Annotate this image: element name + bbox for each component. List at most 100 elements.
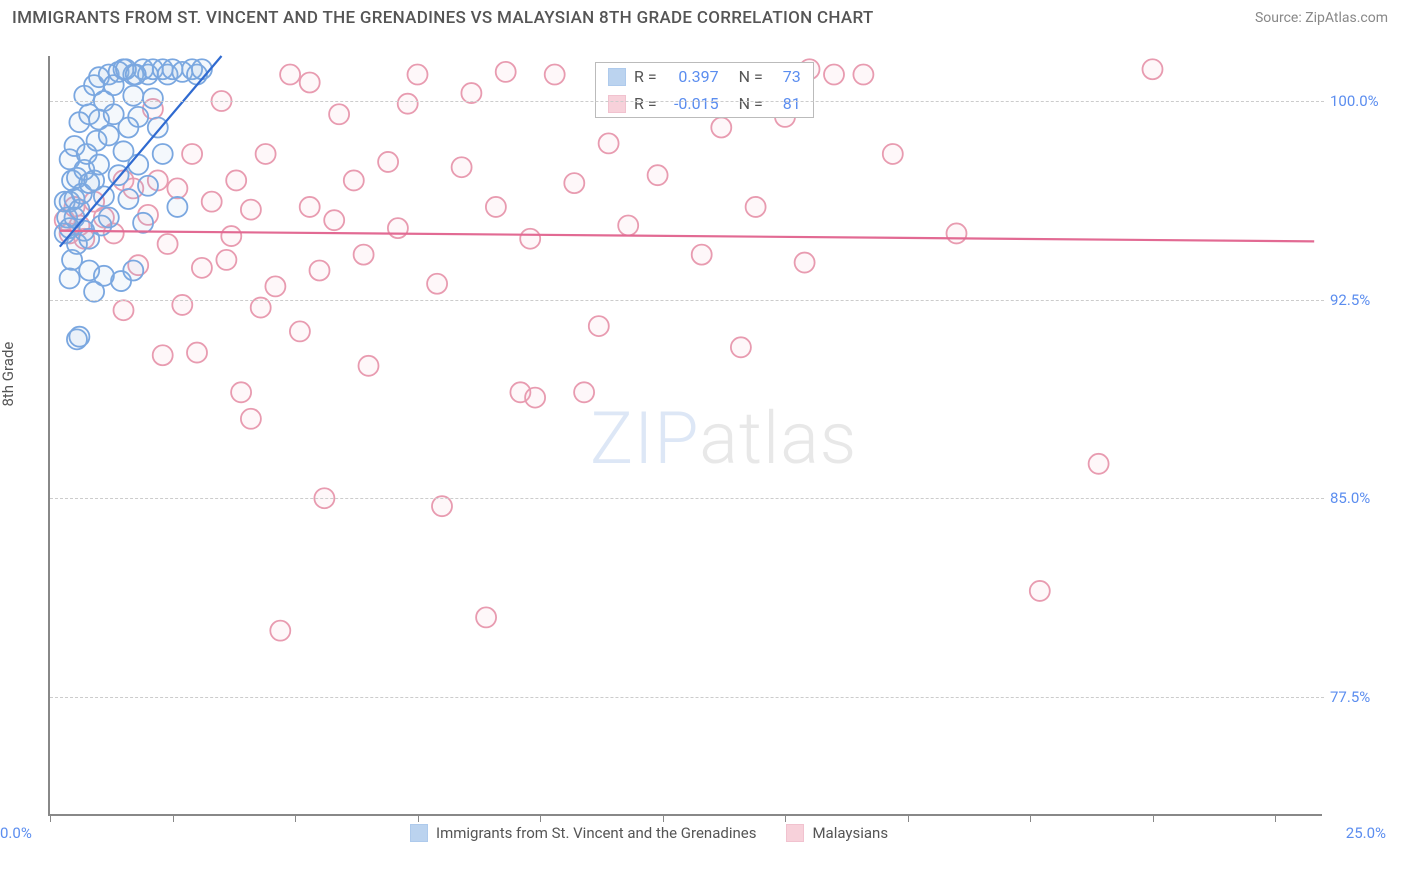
point-pink <box>231 382 251 402</box>
point-pink <box>476 607 496 627</box>
point-blue <box>89 155 109 175</box>
point-pink <box>947 223 967 243</box>
legend-label: Immigrants from St. Vincent and the Gren… <box>436 824 756 842</box>
point-pink <box>731 337 751 357</box>
point-blue <box>123 86 143 106</box>
point-pink <box>648 165 668 185</box>
x-tick <box>908 814 909 822</box>
x-tick <box>173 814 174 822</box>
stat-swatch <box>608 95 626 113</box>
x-tick <box>785 814 786 822</box>
point-pink <box>520 229 540 249</box>
point-pink <box>114 300 134 320</box>
point-blue <box>133 213 153 233</box>
point-blue <box>167 197 187 217</box>
point-pink <box>1089 454 1109 474</box>
point-pink <box>192 258 212 278</box>
point-pink <box>359 356 379 376</box>
x-tick <box>50 814 51 822</box>
x-tick <box>540 814 541 822</box>
stat-n-label: N = <box>739 94 763 113</box>
scatter-svg <box>50 56 1324 816</box>
x-tick <box>1275 814 1276 822</box>
stat-row: R =-0.015N =81 <box>596 90 813 117</box>
plot-region: ZIPatlas R =0.397N =73R =-0.015N =81 <box>48 56 1322 816</box>
point-pink <box>525 388 545 408</box>
point-pink <box>564 173 584 193</box>
point-pink <box>354 245 374 265</box>
point-pink <box>290 321 310 341</box>
point-pink <box>300 197 320 217</box>
x-tick <box>1153 814 1154 822</box>
stats-box: R =0.397N =73R =-0.015N =81 <box>595 62 814 118</box>
point-blue <box>143 88 163 108</box>
x-tick <box>418 814 419 822</box>
point-pink <box>329 104 349 124</box>
chart-area: ZIPatlas R =0.397N =73R =-0.015N =81 77.… <box>48 56 1388 816</box>
point-pink <box>599 133 619 153</box>
point-pink <box>496 62 516 82</box>
point-pink <box>746 197 766 217</box>
stat-r-value: 0.397 <box>665 67 719 86</box>
point-pink <box>256 144 276 164</box>
point-pink <box>265 276 285 296</box>
point-pink <box>216 250 236 270</box>
point-pink <box>226 170 246 190</box>
point-blue <box>60 268 80 288</box>
point-pink <box>795 253 815 273</box>
point-blue <box>153 144 173 164</box>
point-pink <box>167 178 187 198</box>
point-blue <box>99 208 119 228</box>
legend-item: Immigrants from St. Vincent and the Gren… <box>410 824 756 842</box>
gridline <box>50 101 1324 102</box>
point-pink <box>545 65 565 85</box>
legend-swatch <box>410 824 428 842</box>
y-tick-label: 77.5% <box>1330 688 1370 706</box>
x-tick <box>663 814 664 822</box>
point-blue <box>94 266 114 286</box>
point-pink <box>280 65 300 85</box>
point-blue <box>123 260 143 280</box>
stat-r-label: R = <box>634 94 657 113</box>
point-blue <box>126 65 146 85</box>
point-blue <box>99 125 119 145</box>
point-pink <box>486 197 506 217</box>
chart-title: IMMIGRANTS FROM ST. VINCENT AND THE GREN… <box>12 8 874 28</box>
point-pink <box>310 260 330 280</box>
trendline-pink <box>60 231 1314 242</box>
y-tick-label: 85.0% <box>1330 489 1370 507</box>
stat-swatch <box>608 68 626 86</box>
point-pink <box>388 218 408 238</box>
stat-n-value: 81 <box>771 94 801 113</box>
stat-row: R =0.397N =73 <box>596 63 813 90</box>
point-pink <box>853 65 873 85</box>
point-pink <box>324 210 344 230</box>
point-pink <box>300 72 320 92</box>
point-blue <box>148 117 168 137</box>
x-axis-min-label: 0.0% <box>0 824 32 842</box>
gridline <box>50 300 1324 301</box>
point-pink <box>187 343 207 363</box>
point-pink <box>344 170 364 190</box>
x-tick <box>1030 814 1031 822</box>
point-pink <box>153 345 173 365</box>
point-blue <box>138 176 158 196</box>
y-axis-title: 8th Grade <box>0 342 17 407</box>
point-pink <box>618 215 638 235</box>
y-tick-label: 92.5% <box>1330 291 1370 309</box>
point-blue <box>69 327 89 347</box>
point-pink <box>589 316 609 336</box>
point-blue <box>128 107 148 127</box>
point-blue <box>128 155 148 175</box>
point-pink <box>378 152 398 172</box>
point-pink <box>158 234 178 254</box>
stat-n-value: 73 <box>771 67 801 86</box>
legend-swatch <box>786 824 804 842</box>
x-axis-max-label: 25.0% <box>1346 824 1386 842</box>
legend-label: Malaysians <box>812 824 888 842</box>
source-label: Source: ZipAtlas.com <box>1255 10 1388 26</box>
x-tick <box>295 814 296 822</box>
point-pink <box>182 144 202 164</box>
point-pink <box>408 65 428 85</box>
legend: Immigrants from St. Vincent and the Gren… <box>410 824 888 842</box>
